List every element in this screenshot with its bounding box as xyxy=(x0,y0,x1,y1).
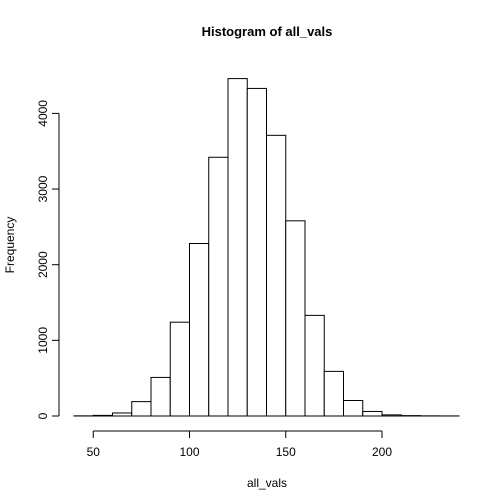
y-axis-label: Frequency xyxy=(3,217,17,274)
histogram-bar xyxy=(266,134,287,417)
histogram-bar xyxy=(169,321,190,417)
y-tick-label: 0 xyxy=(36,412,50,419)
histogram-bar xyxy=(112,412,133,417)
x-tick-label: 100 xyxy=(179,445,199,459)
histogram-bar xyxy=(362,410,383,417)
histogram-bar xyxy=(285,220,306,417)
y-tick-label: 2000 xyxy=(36,251,50,278)
histogram-bar xyxy=(246,87,267,417)
histogram-bar xyxy=(381,414,402,417)
histogram-bar xyxy=(150,376,171,417)
histogram-bar xyxy=(189,243,210,417)
y-tick-label: 4000 xyxy=(36,100,50,127)
y-tick-label: 3000 xyxy=(36,175,50,202)
y-tick-label: 1000 xyxy=(36,327,50,354)
histogram-bar xyxy=(323,370,344,417)
histogram-bars xyxy=(73,78,460,417)
chart-title: Histogram of all_vals xyxy=(202,24,333,39)
x-tick-label: 200 xyxy=(372,445,392,459)
histogram-bar xyxy=(304,314,325,417)
histogram-bar xyxy=(227,78,248,417)
y-axis: 0 1000 2000 3000 4000 xyxy=(36,100,60,419)
x-axis: 50 100 150 200 xyxy=(87,430,392,459)
x-tick-label: 150 xyxy=(276,445,296,459)
x-tick-label: 50 xyxy=(87,445,101,459)
x-axis-label: all_vals xyxy=(247,476,287,490)
histogram-bar xyxy=(208,156,229,417)
histogram-bar xyxy=(92,414,113,417)
histogram-bar xyxy=(131,401,152,417)
histogram-bar xyxy=(343,399,364,417)
